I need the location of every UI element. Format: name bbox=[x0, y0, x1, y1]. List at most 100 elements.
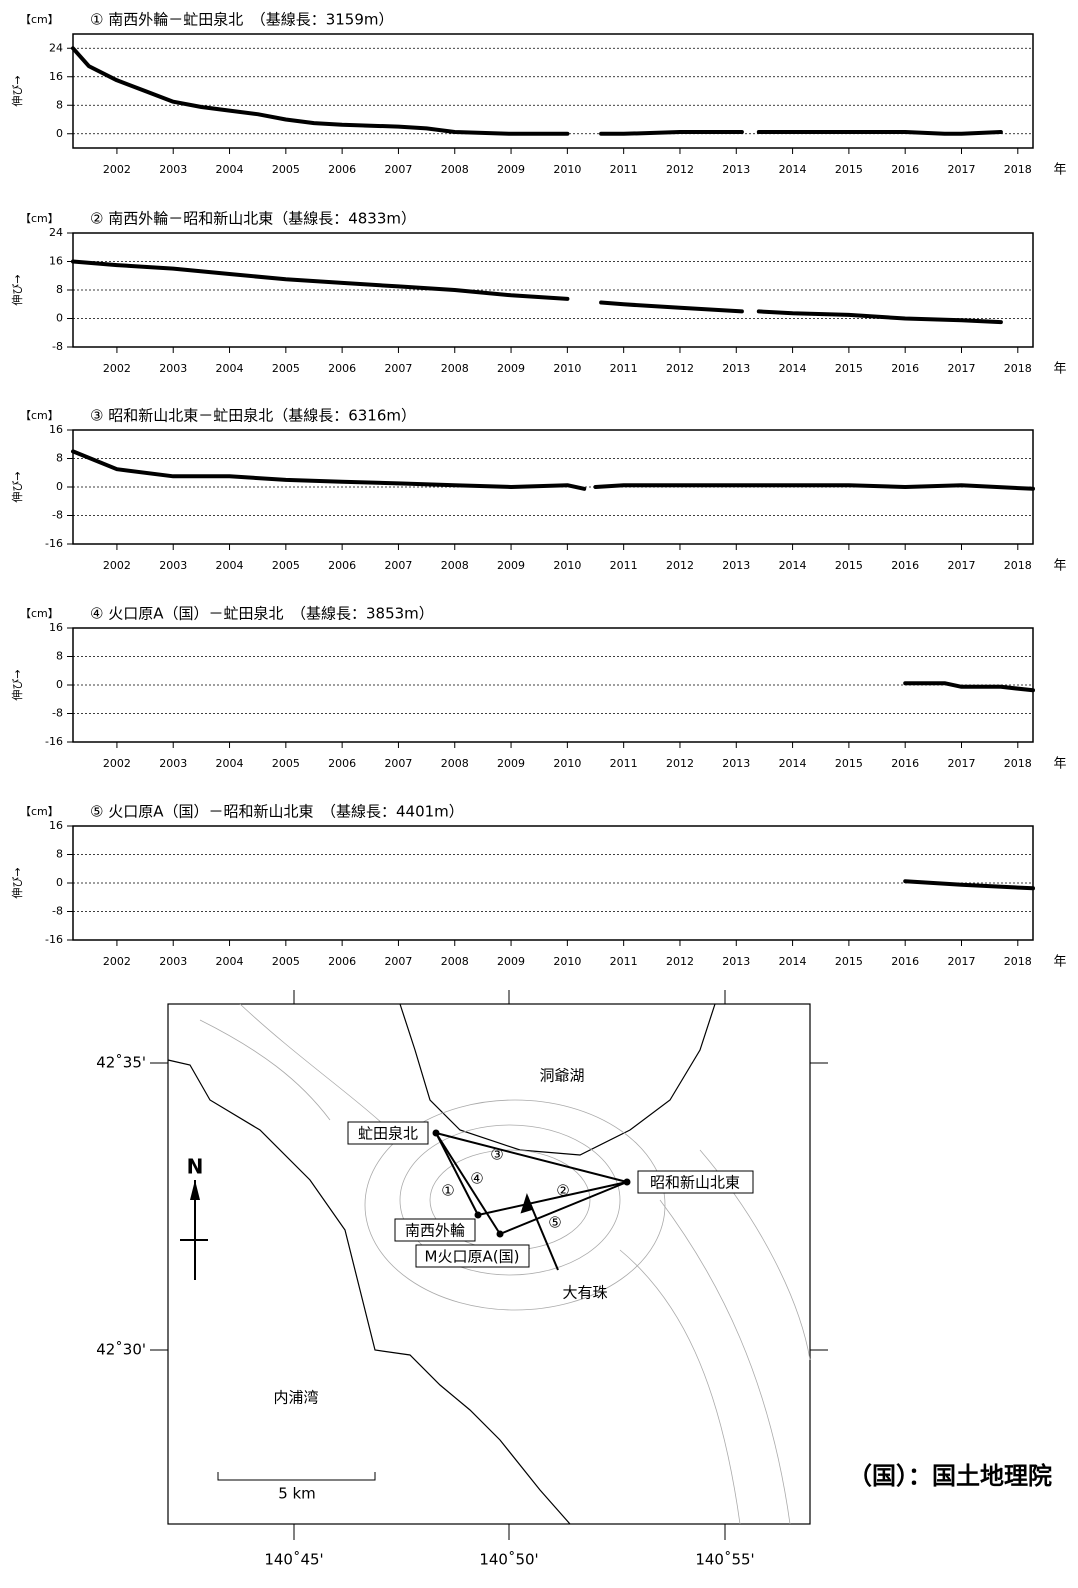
x-tick-label: 2005 bbox=[272, 163, 300, 176]
x-tick-label: 2008 bbox=[441, 757, 469, 770]
unit-label: 【cm】 bbox=[20, 212, 59, 225]
x-tick-label: 2011 bbox=[610, 163, 638, 176]
bay-label: 内浦湾 bbox=[273, 1389, 318, 1407]
x-tick-label: 2013 bbox=[722, 362, 750, 375]
x-axis-label: 年 bbox=[1053, 362, 1066, 377]
x-tick-label: 2009 bbox=[497, 362, 525, 375]
x-tick-label: 2004 bbox=[216, 757, 244, 770]
y-tick-label: 8 bbox=[56, 650, 63, 663]
x-tick-label: 2018 bbox=[1004, 955, 1032, 968]
y-axis-label: 伸び→ bbox=[11, 471, 24, 502]
plot-frame bbox=[72, 825, 1034, 941]
x-tick-label: 2010 bbox=[553, 955, 581, 968]
plot-frame bbox=[72, 33, 1034, 149]
x-tick-label: 2007 bbox=[384, 559, 412, 572]
y-tick-label: 0 bbox=[56, 876, 63, 889]
station-label: M火口原A(国) bbox=[425, 1248, 520, 1266]
x-tick-label: 2011 bbox=[610, 362, 638, 375]
chart-title: ② 南西外輪－昭和新山北東（基線長：4833m） bbox=[90, 210, 416, 228]
x-tick-label: 2004 bbox=[216, 362, 244, 375]
lon-label: 140˚50' bbox=[479, 1551, 538, 1569]
station-label: 昭和新山北東 bbox=[650, 1174, 740, 1192]
x-tick-label: 2016 bbox=[891, 362, 919, 375]
x-tick-label: 2016 bbox=[891, 163, 919, 176]
y-axis-label: 伸び→ bbox=[11, 274, 24, 305]
plot-frame bbox=[72, 627, 1034, 743]
y-tick-label: 8 bbox=[56, 848, 63, 861]
x-tick-label: 2015 bbox=[835, 559, 863, 572]
x-tick-label: 2016 bbox=[891, 757, 919, 770]
unit-label: 【cm】 bbox=[20, 13, 59, 26]
x-tick-label: 2015 bbox=[835, 163, 863, 176]
data-line bbox=[903, 879, 1035, 891]
unit-label: 【cm】 bbox=[20, 607, 59, 620]
x-tick-label: 2005 bbox=[272, 362, 300, 375]
x-tick-label: 2015 bbox=[835, 955, 863, 968]
x-tick-label: 2007 bbox=[384, 362, 412, 375]
x-tick-label: 2004 bbox=[216, 559, 244, 572]
x-tick-label: 2013 bbox=[722, 163, 750, 176]
data-line bbox=[71, 46, 1003, 136]
lake-shore bbox=[399, 1003, 716, 1156]
x-tick-label: 2012 bbox=[666, 362, 694, 375]
y-tick-label: 16 bbox=[49, 621, 63, 634]
y-tick-label: 16 bbox=[49, 70, 63, 83]
y-axis-label: 伸び→ bbox=[11, 867, 24, 898]
x-tick-label: 2012 bbox=[666, 163, 694, 176]
unit-label: 【cm】 bbox=[20, 409, 59, 422]
lake-label: 洞爺湖 bbox=[539, 1067, 584, 1085]
x-tick-label: 2005 bbox=[272, 955, 300, 968]
x-tick-label: 2010 bbox=[553, 163, 581, 176]
unit-label: 【cm】 bbox=[20, 805, 59, 818]
y-tick-label: 0 bbox=[56, 480, 63, 493]
y-tick-label: 24 bbox=[49, 41, 63, 54]
x-tick-label: 2010 bbox=[553, 757, 581, 770]
y-tick-label: -8 bbox=[52, 905, 63, 918]
y-tick-label: -16 bbox=[45, 933, 63, 946]
y-tick-label: 8 bbox=[56, 452, 63, 465]
scale-bar bbox=[217, 1472, 376, 1481]
peak-label: 大有珠 bbox=[562, 1284, 607, 1302]
x-tick-label: 2014 bbox=[779, 955, 807, 968]
lat-label: 42˚35' bbox=[96, 1054, 146, 1072]
baseline-label: ② bbox=[556, 1182, 569, 1200]
y-tick-label: 16 bbox=[49, 255, 63, 268]
x-tick-label: 2002 bbox=[103, 757, 131, 770]
y-tick-label: 8 bbox=[56, 283, 63, 296]
y-tick-label: -8 bbox=[52, 707, 63, 720]
x-tick-label: 2017 bbox=[947, 559, 975, 572]
chart-title: ⑤ 火口原A（国）－昭和新山北東 （基線長：4401m） bbox=[90, 803, 464, 821]
x-tick-label: 2009 bbox=[497, 757, 525, 770]
x-axis-label: 年 bbox=[1053, 757, 1066, 772]
x-tick-label: 2015 bbox=[835, 362, 863, 375]
x-tick-label: 2008 bbox=[441, 163, 469, 176]
x-tick-label: 2016 bbox=[891, 559, 919, 572]
x-tick-label: 2013 bbox=[722, 559, 750, 572]
x-tick-label: 2003 bbox=[159, 757, 187, 770]
baseline-label: ⑤ bbox=[548, 1214, 561, 1232]
x-tick-label: 2003 bbox=[159, 559, 187, 572]
x-tick-label: 2012 bbox=[666, 757, 694, 770]
x-tick-label: 2009 bbox=[497, 163, 525, 176]
y-tick-label: -16 bbox=[45, 735, 63, 748]
x-tick-label: 2016 bbox=[891, 955, 919, 968]
x-tick-label: 2003 bbox=[159, 362, 187, 375]
x-tick-label: 2009 bbox=[497, 955, 525, 968]
x-axis-label: 年 bbox=[1053, 955, 1066, 970]
x-tick-label: 2004 bbox=[216, 955, 244, 968]
x-tick-label: 2011 bbox=[610, 757, 638, 770]
x-tick-label: 2018 bbox=[1004, 757, 1032, 770]
x-tick-label: 2018 bbox=[1004, 163, 1032, 176]
y-tick-label: 0 bbox=[56, 678, 63, 691]
x-axis-label: 年 bbox=[1053, 163, 1066, 178]
plot-frame bbox=[72, 232, 1034, 348]
x-tick-label: 2008 bbox=[441, 955, 469, 968]
x-tick-label: 2017 bbox=[947, 362, 975, 375]
y-tick-label: 16 bbox=[49, 819, 63, 832]
x-tick-label: 2014 bbox=[779, 163, 807, 176]
x-tick-label: 2006 bbox=[328, 955, 356, 968]
x-tick-label: 2014 bbox=[779, 362, 807, 375]
x-tick-label: 2002 bbox=[103, 559, 131, 572]
y-tick-label: -8 bbox=[52, 340, 63, 353]
